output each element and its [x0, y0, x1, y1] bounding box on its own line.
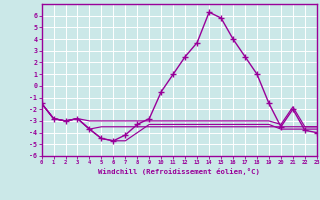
X-axis label: Windchill (Refroidissement éolien,°C): Windchill (Refroidissement éolien,°C)	[98, 168, 260, 175]
